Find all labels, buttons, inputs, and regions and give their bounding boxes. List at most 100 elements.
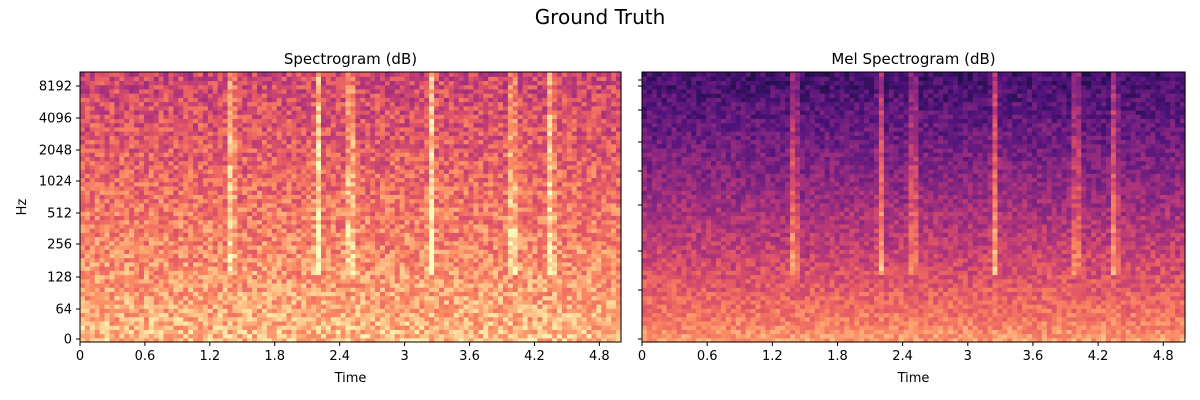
heatmap-cell bbox=[134, 161, 140, 166]
heatmap-cell bbox=[223, 135, 229, 140]
heatmap-cell bbox=[262, 266, 268, 271]
heatmap-cell bbox=[100, 211, 106, 216]
heatmap-cell bbox=[173, 237, 179, 242]
heatmap-cell bbox=[237, 287, 243, 292]
heatmap-cell bbox=[129, 169, 135, 174]
heatmap-cell bbox=[100, 177, 106, 182]
heatmap-cell bbox=[95, 287, 101, 292]
heatmap-cell bbox=[252, 186, 258, 191]
heatmap-cell bbox=[257, 127, 263, 132]
heatmap-cell bbox=[85, 148, 91, 153]
heatmap-cell bbox=[159, 270, 165, 275]
heatmap-cell bbox=[100, 106, 106, 111]
heatmap-cell bbox=[173, 76, 179, 81]
heatmap-cell bbox=[173, 135, 179, 140]
heatmap-cell bbox=[223, 334, 229, 339]
heatmap-cell bbox=[85, 270, 91, 275]
heatmap-cell bbox=[164, 190, 170, 195]
heatmap-cell bbox=[154, 287, 160, 292]
heatmap-cell bbox=[218, 140, 224, 145]
heatmap-cell bbox=[203, 173, 209, 178]
heatmap-cell bbox=[218, 245, 224, 250]
heatmap-cell bbox=[119, 102, 125, 107]
heatmap-cell bbox=[257, 161, 263, 166]
heatmap-cell bbox=[252, 283, 258, 288]
heatmap-cell bbox=[198, 118, 204, 123]
heatmap-cell bbox=[169, 97, 175, 102]
heatmap-cell bbox=[119, 300, 125, 305]
heatmap-cell bbox=[164, 186, 170, 191]
heatmap-cell bbox=[208, 207, 214, 212]
heatmap-cell bbox=[242, 329, 248, 334]
heatmap-cell bbox=[208, 135, 214, 140]
heatmap-cell bbox=[164, 232, 170, 237]
heatmap-cell bbox=[169, 123, 175, 128]
heatmap-cell bbox=[173, 89, 179, 94]
heatmap-cell bbox=[100, 241, 106, 246]
heatmap-cell bbox=[129, 325, 135, 330]
heatmap-cell bbox=[119, 279, 125, 284]
heatmap-cell bbox=[95, 283, 101, 288]
heatmap-cell bbox=[90, 106, 96, 111]
heatmap-cell bbox=[228, 190, 234, 195]
heatmap-cell bbox=[139, 287, 145, 292]
heatmap-cell bbox=[232, 296, 238, 301]
heatmap-cell bbox=[173, 203, 179, 208]
heatmap-cell bbox=[129, 283, 135, 288]
heatmap-cell bbox=[252, 85, 258, 90]
heatmap-cell bbox=[178, 224, 184, 229]
heatmap-cell bbox=[173, 169, 179, 174]
heatmap-cell bbox=[198, 127, 204, 132]
heatmap-cell bbox=[110, 199, 116, 204]
heatmap-cell bbox=[80, 312, 86, 317]
heatmap-cell bbox=[139, 161, 145, 166]
heatmap-cell bbox=[232, 249, 238, 254]
heatmap-cell bbox=[188, 148, 194, 153]
heatmap-cell bbox=[247, 127, 253, 132]
heatmap-cell bbox=[193, 262, 199, 267]
heatmap-cell bbox=[105, 325, 111, 330]
heatmap-cell bbox=[169, 190, 175, 195]
heatmap-cell bbox=[149, 334, 155, 339]
heatmap-cell bbox=[100, 80, 106, 85]
heatmap-cell bbox=[232, 190, 238, 195]
heatmap-cell bbox=[159, 80, 165, 85]
heatmap-cell bbox=[85, 300, 91, 305]
heatmap-cell bbox=[257, 173, 263, 178]
heatmap-cell bbox=[164, 199, 170, 204]
heatmap-cell bbox=[188, 135, 194, 140]
heatmap-cell bbox=[213, 203, 219, 208]
heatmap-cell bbox=[154, 190, 160, 195]
heatmap-cell bbox=[178, 76, 184, 81]
heatmap-cell bbox=[100, 279, 106, 284]
heatmap-cell bbox=[139, 106, 145, 111]
heatmap-cell bbox=[242, 190, 248, 195]
heatmap-cell bbox=[90, 199, 96, 204]
heatmap-cell bbox=[110, 224, 116, 229]
heatmap-cell bbox=[223, 152, 229, 157]
heatmap-cell bbox=[169, 270, 175, 275]
heatmap-cell bbox=[228, 80, 234, 85]
heatmap-cell bbox=[203, 275, 209, 280]
heatmap-cell bbox=[134, 199, 140, 204]
heatmap-cell bbox=[80, 173, 86, 178]
heatmap-cell bbox=[208, 287, 214, 292]
heatmap-cell bbox=[129, 135, 135, 140]
heatmap-cell bbox=[223, 312, 229, 317]
heatmap-cell bbox=[213, 300, 219, 305]
heatmap-cell bbox=[139, 114, 145, 119]
heatmap-cell bbox=[198, 253, 204, 258]
heatmap-cell bbox=[100, 93, 106, 98]
heatmap-cell bbox=[173, 144, 179, 149]
heatmap-cell bbox=[252, 199, 258, 204]
heatmap-cell bbox=[80, 161, 86, 166]
heatmap-cell bbox=[105, 237, 111, 242]
heatmap-cell bbox=[114, 300, 120, 305]
heatmap-cell bbox=[129, 275, 135, 280]
heatmap-cell bbox=[149, 131, 155, 136]
heatmap-cell bbox=[149, 135, 155, 140]
heatmap-cell bbox=[213, 102, 219, 107]
heatmap-cell bbox=[257, 312, 263, 317]
heatmap-cell bbox=[232, 266, 238, 271]
heatmap-cell bbox=[198, 245, 204, 250]
